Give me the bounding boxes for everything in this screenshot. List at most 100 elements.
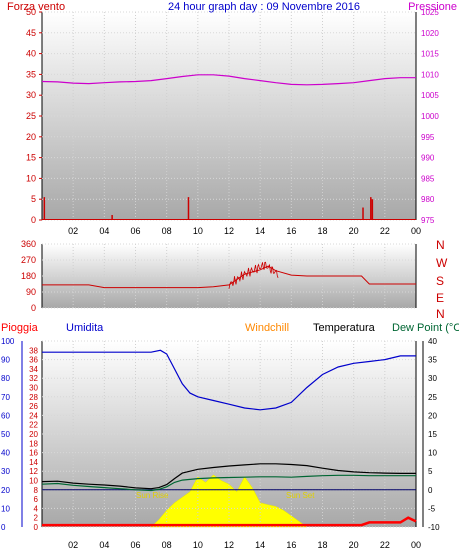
x-tick-label-1-08: 08: [162, 540, 172, 550]
rain-tick-0: 0: [34, 523, 39, 532]
x-tick-label-0-04: 04: [99, 226, 109, 236]
header-left-label: Forza vento: [7, 1, 65, 13]
rain-tick-30: 30: [29, 384, 38, 393]
humidity-line: [42, 349, 416, 411]
rain-tick-34: 34: [29, 365, 38, 374]
y-right-tick-1005: 1005: [421, 91, 439, 100]
hum-tick-20: 20: [1, 486, 10, 495]
y-left-tick-15: 15: [26, 153, 36, 163]
y-left-tick-10: 10: [26, 173, 36, 183]
x-tick-label-1-00: 00: [411, 540, 421, 550]
y-left-tick-0: 0: [31, 215, 36, 225]
y-right-tick-1010: 1010: [421, 70, 439, 79]
y-left-tick-45: 45: [26, 28, 36, 38]
y-right-tick-975: 975: [421, 216, 435, 225]
x-tick-label-0-06: 06: [130, 226, 140, 236]
hum-tick-40: 40: [1, 449, 10, 458]
legend-windchill: Windchill: [245, 322, 289, 334]
hum-tick-60: 60: [1, 411, 10, 420]
page-title: 24 hour graph day : 09 Novembre 2016: [168, 1, 360, 13]
y-left-tick-40: 40: [26, 49, 36, 59]
dir-right-label-0: N: [436, 238, 445, 252]
x-tick-label-1-22: 22: [380, 540, 390, 550]
y-right-tick-980: 980: [421, 195, 435, 204]
x-tick-label-0-20: 20: [349, 226, 359, 236]
legend-umidita: Umidita: [66, 322, 104, 334]
hum-tick-30: 30: [1, 467, 10, 476]
y-right-tick-1020: 1020: [421, 29, 439, 38]
x-tick-label-1-12: 12: [224, 540, 234, 550]
y-left-tick-20: 20: [26, 132, 36, 142]
rain-tick-20: 20: [29, 430, 38, 439]
legend-pioggia: Pioggia: [1, 322, 39, 334]
y-left-tick-25: 25: [26, 111, 36, 121]
dir-left-tick-90: 90: [26, 287, 36, 297]
x-tick-label-0-18: 18: [317, 226, 327, 236]
legend-dewpoint: Dew Point (°C: [392, 322, 459, 334]
sunset-label: Sun Set: [286, 491, 315, 500]
hum-tick-10: 10: [1, 504, 10, 513]
x-tick-label-1-16: 16: [286, 540, 296, 550]
temperature-line: [41, 463, 416, 490]
hum-tick-70: 70: [1, 393, 10, 402]
dir-right-label-1: W: [436, 256, 448, 270]
y-right-tick-995: 995: [421, 133, 435, 142]
y-right-tick-1015: 1015: [421, 50, 439, 59]
hum-tick-0: 0: [1, 523, 6, 532]
rain-tick-24: 24: [29, 411, 38, 420]
y-left-tick-5: 5: [31, 194, 36, 204]
dir-left-tick-360: 360: [21, 239, 36, 249]
rain-tick-18: 18: [29, 439, 38, 448]
x-tick-label-1-14: 14: [255, 540, 265, 550]
rain-tick-10: 10: [29, 477, 38, 486]
y-right-tick-1000: 1000: [421, 112, 439, 121]
x-tick-label-0-12: 12: [224, 226, 234, 236]
dir-left-tick-270: 270: [21, 255, 36, 265]
pressure-line: [41, 74, 416, 86]
rain-tick-14: 14: [29, 458, 38, 467]
rain-tick-32: 32: [29, 374, 38, 383]
header-right-label: Pressione: [408, 1, 457, 13]
x-tick-label-0-10: 10: [193, 226, 203, 236]
rain-tick-28: 28: [29, 393, 38, 402]
temp-tick-25: 25: [428, 393, 437, 402]
y-right-tick-990: 990: [421, 154, 435, 163]
legend-temperatura: Temperatura: [313, 322, 376, 334]
temp-tick-0: 0: [428, 486, 433, 495]
hum-tick-80: 80: [1, 374, 10, 383]
x-tick-label-1-20: 20: [349, 540, 359, 550]
y-left-tick-35: 35: [26, 69, 36, 79]
x-tick-label-0-00: 00: [411, 226, 421, 236]
rain-tick-36: 36: [29, 356, 38, 365]
x-tick-label-1-06: 06: [130, 540, 140, 550]
y-right-tick-985: 985: [421, 174, 435, 183]
temp-tick-40: 40: [428, 337, 437, 346]
y-left-tick-50: 50: [26, 7, 36, 17]
sunrise-label: Sun Rise: [136, 491, 169, 500]
temp-tick-5: 5: [428, 467, 433, 476]
dewpoint-line: [41, 474, 416, 492]
rain-tick-6: 6: [34, 495, 39, 504]
rain-tick-38: 38: [29, 346, 38, 355]
hum-tick-50: 50: [1, 430, 10, 439]
rain-tick-16: 16: [29, 449, 38, 458]
hum-tick-90: 90: [1, 356, 10, 365]
dir-left-tick-180: 180: [21, 271, 36, 281]
temp-tick--5: -5: [428, 504, 436, 513]
rain-tick-26: 26: [29, 402, 38, 411]
hum-tick-100: 100: [1, 337, 15, 346]
x-tick-label-1-10: 10: [193, 540, 203, 550]
dir-right-label-4: N: [436, 307, 445, 321]
temp-tick-20: 20: [428, 411, 437, 420]
rain-tick-12: 12: [29, 467, 38, 476]
rain-tick-8: 8: [34, 486, 39, 495]
temp-tick-15: 15: [428, 430, 437, 439]
temp-tick-30: 30: [428, 374, 437, 383]
direction-noise: [228, 261, 279, 289]
dir-right-label-2: S: [436, 274, 444, 288]
rain-line: [42, 516, 417, 527]
dir-right-label-3: E: [436, 291, 444, 305]
temp-tick-10: 10: [428, 449, 437, 458]
direction-line: [42, 265, 416, 289]
